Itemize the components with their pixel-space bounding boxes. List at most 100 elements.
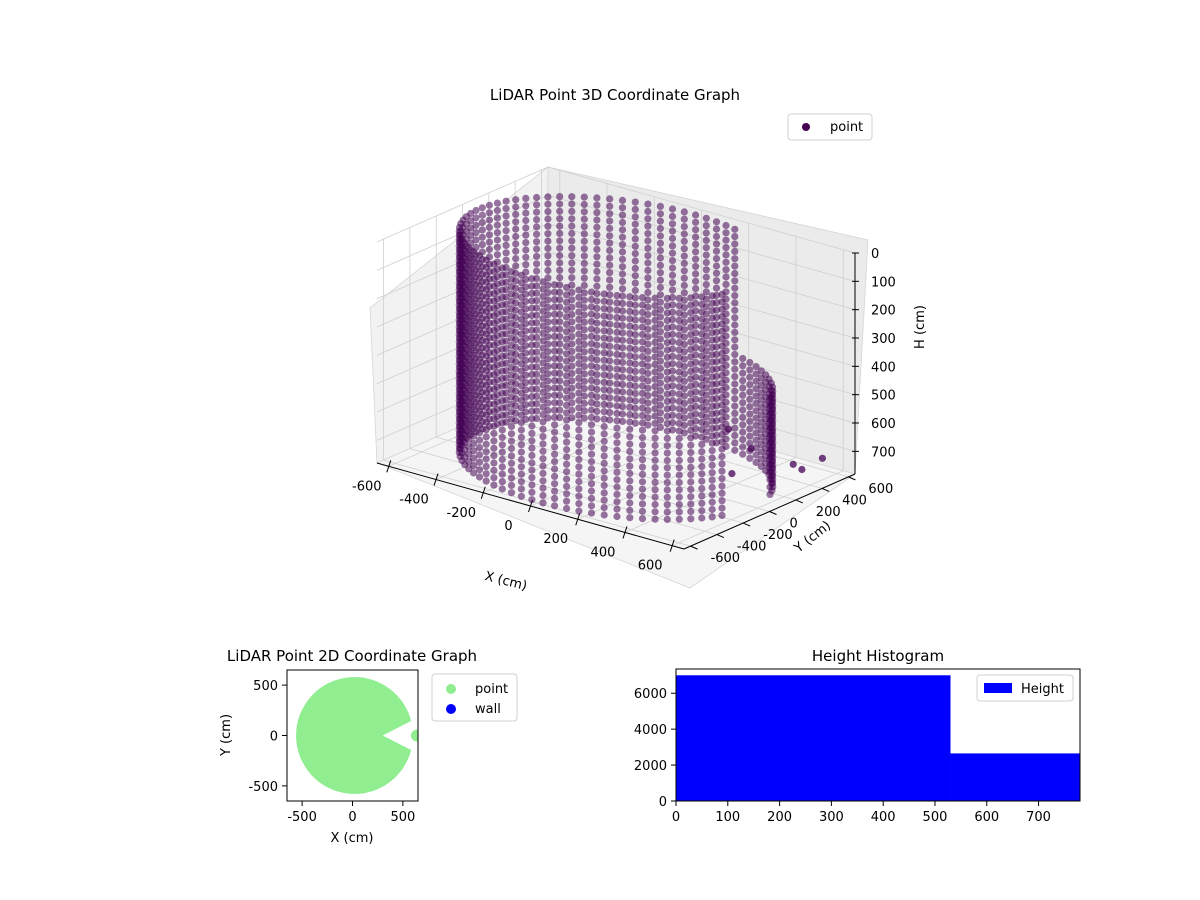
point-marker-3d xyxy=(638,411,647,420)
point-marker-3d xyxy=(606,372,614,380)
point-marker-3d xyxy=(475,267,484,275)
point-marker-3d xyxy=(718,452,726,461)
point-marker-3d xyxy=(698,470,706,478)
point-marker-3d xyxy=(575,441,583,449)
point-marker-3d xyxy=(722,221,730,230)
point-marker-3d xyxy=(656,239,665,247)
x-tick-mark-3d xyxy=(433,473,439,486)
point-marker-3d xyxy=(507,444,516,453)
point-marker-3d xyxy=(593,304,601,312)
point-marker-3d xyxy=(556,193,564,201)
point-marker-3d xyxy=(746,366,754,374)
point-marker-3d xyxy=(593,356,601,364)
point-marker-3d xyxy=(556,222,564,230)
point-marker-3d xyxy=(482,330,490,338)
point-marker-3d xyxy=(482,426,490,434)
point-marker-3d xyxy=(698,411,706,419)
point-marker-3d xyxy=(626,330,634,338)
point-marker-3d xyxy=(618,255,627,263)
point-marker-3d xyxy=(593,349,601,357)
point-marker-3d xyxy=(613,446,621,454)
point-marker-3d xyxy=(606,394,614,402)
point-marker-3d xyxy=(587,494,596,502)
point-marker-3d xyxy=(544,244,552,252)
point-marker-3d xyxy=(631,345,639,353)
point-marker-3d xyxy=(556,200,564,208)
point-marker-3d xyxy=(498,433,506,441)
point-marker-3d xyxy=(651,486,659,494)
point-marker-3d xyxy=(498,389,506,397)
point-marker-3d xyxy=(475,370,484,378)
point-marker-3d xyxy=(606,291,614,299)
point-marker-3d xyxy=(638,470,647,478)
point-marker-3d xyxy=(482,455,490,463)
point-marker-3d xyxy=(638,500,647,508)
point-marker-3d xyxy=(626,396,634,404)
point-marker-3d xyxy=(551,465,559,473)
point-marker-3d xyxy=(507,334,516,342)
point-marker-3d xyxy=(675,508,683,516)
point-marker-3d xyxy=(587,413,596,421)
point-marker-3d xyxy=(490,290,498,298)
point-marker-3d xyxy=(746,395,754,403)
point-marker-3d xyxy=(490,429,498,438)
point-marker-3d xyxy=(568,244,576,252)
point-marker-3d xyxy=(470,270,478,278)
point-marker-3d xyxy=(475,340,484,348)
point-marker-3d xyxy=(485,209,493,217)
point-marker-3d xyxy=(618,196,627,204)
point-marker-3d xyxy=(746,417,754,425)
point-marker-3d xyxy=(528,437,536,445)
point-marker-3d xyxy=(687,493,695,501)
point-marker-3d xyxy=(638,492,647,501)
point-marker-3d xyxy=(563,320,571,328)
point-marker-3d xyxy=(656,247,665,255)
point-marker-3d xyxy=(644,259,652,267)
point-marker-3d xyxy=(631,257,639,265)
point-marker-3d xyxy=(490,371,498,379)
point-marker-3d xyxy=(687,485,695,493)
point-marker-3d xyxy=(517,367,526,375)
point-marker-3d xyxy=(551,325,559,333)
point-marker-3d xyxy=(575,426,583,434)
z-tick-label-3d: 600 xyxy=(871,417,896,432)
point-marker-3d xyxy=(668,227,677,235)
grid-line-wall-z xyxy=(376,166,549,243)
point-marker-3d xyxy=(498,264,506,272)
point-marker-3d xyxy=(475,252,484,260)
point-marker-3d xyxy=(606,269,614,277)
point-marker-3d xyxy=(575,411,583,419)
point-marker-3d xyxy=(575,345,583,353)
point-marker-3d xyxy=(626,300,634,308)
point-marker-3d xyxy=(544,266,552,275)
legend-swatch-height xyxy=(984,683,1012,693)
point-marker-3d xyxy=(739,362,747,370)
point-marker-3d xyxy=(533,230,541,238)
point-marker-3d xyxy=(507,467,516,475)
point-marker-3d xyxy=(482,381,490,389)
point-marker-3d xyxy=(718,401,726,409)
point-marker-3d xyxy=(580,399,588,407)
point-marker-3d xyxy=(556,244,564,252)
point-marker-3d xyxy=(668,257,677,265)
point-marker-3d xyxy=(580,296,588,304)
point-marker-3d xyxy=(651,464,659,472)
point-marker-3d xyxy=(708,314,716,322)
point-marker-3d xyxy=(522,209,530,217)
point-marker-3d xyxy=(631,404,639,412)
point-marker-3d xyxy=(470,432,478,440)
point-marker-3d xyxy=(618,329,627,337)
legend-label-wall: wall xyxy=(475,702,501,717)
point-marker-3d xyxy=(587,391,596,399)
point-marker-3d xyxy=(593,341,601,349)
point-marker-3d xyxy=(663,324,671,332)
point-marker-3d xyxy=(656,306,665,314)
point-marker-3d xyxy=(600,371,608,379)
point-marker-3d xyxy=(580,193,588,201)
point-marker-3d xyxy=(507,327,516,335)
point-marker-3d xyxy=(687,382,695,390)
point-marker-3d xyxy=(512,203,520,211)
point-marker-3d xyxy=(618,211,627,219)
y-tick-label-2d: -500 xyxy=(248,780,278,795)
point-marker-3d xyxy=(651,360,659,369)
